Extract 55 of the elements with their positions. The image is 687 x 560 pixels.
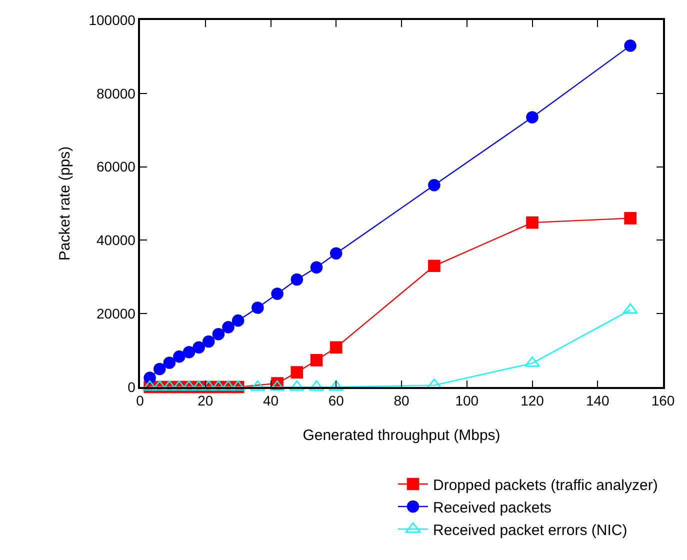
- point: [173, 350, 186, 363]
- y-tick-label: 100000: [88, 12, 136, 28]
- point: [271, 288, 284, 300]
- legend-label: Dropped packets (traffic analyzer): [433, 476, 658, 494]
- x-tick-label: 20: [198, 392, 214, 409]
- point: [290, 273, 304, 286]
- x-tick-label: 80: [394, 392, 410, 409]
- point: [232, 314, 244, 327]
- x-tick-label: 100: [455, 392, 479, 409]
- x-tick-label: 40: [262, 392, 279, 409]
- y-axis-title: Packet rate (pps): [56, 146, 74, 261]
- point: [310, 261, 323, 274]
- point: [153, 362, 166, 376]
- y-tick-label: 60000: [96, 158, 136, 175]
- point: [192, 341, 205, 354]
- x-tick-label: 160: [651, 392, 675, 409]
- point: [144, 372, 156, 384]
- point: [290, 366, 304, 378]
- y-tick-label: 40000: [96, 232, 136, 248]
- point: [310, 354, 323, 366]
- point: [163, 356, 176, 369]
- point: [428, 260, 440, 272]
- legend-label: Received packet errors (NIC): [433, 522, 628, 539]
- y-tick-label: 0: [128, 378, 136, 395]
- point: [289, 380, 304, 391]
- y-tick-label: 80000: [96, 85, 136, 102]
- point: [622, 303, 638, 314]
- point: [191, 380, 206, 391]
- point: [328, 380, 344, 391]
- point: [330, 247, 342, 260]
- legend-label: Received packets: [433, 499, 552, 516]
- point: [182, 346, 196, 358]
- point: [526, 216, 538, 229]
- point: [270, 380, 285, 391]
- point: [201, 380, 216, 391]
- y-tick-label: 20000: [96, 306, 136, 322]
- point: [428, 179, 440, 192]
- point: [212, 328, 225, 340]
- x-tick-label: 140: [586, 392, 610, 409]
- point: [162, 380, 177, 391]
- point: [252, 302, 264, 314]
- point: [142, 380, 158, 391]
- x-tick-label: 120: [520, 392, 544, 409]
- x-axis-title: Generated throughput (Mbps): [302, 427, 500, 444]
- point: [152, 380, 168, 391]
- point: [330, 341, 342, 354]
- point: [624, 212, 636, 224]
- point: [624, 40, 636, 52]
- point: [222, 321, 234, 334]
- point: [220, 380, 236, 391]
- x-tick-label: 60: [328, 392, 344, 409]
- point: [526, 111, 538, 124]
- point: [202, 335, 215, 348]
- point: [172, 380, 187, 391]
- point: [250, 380, 266, 391]
